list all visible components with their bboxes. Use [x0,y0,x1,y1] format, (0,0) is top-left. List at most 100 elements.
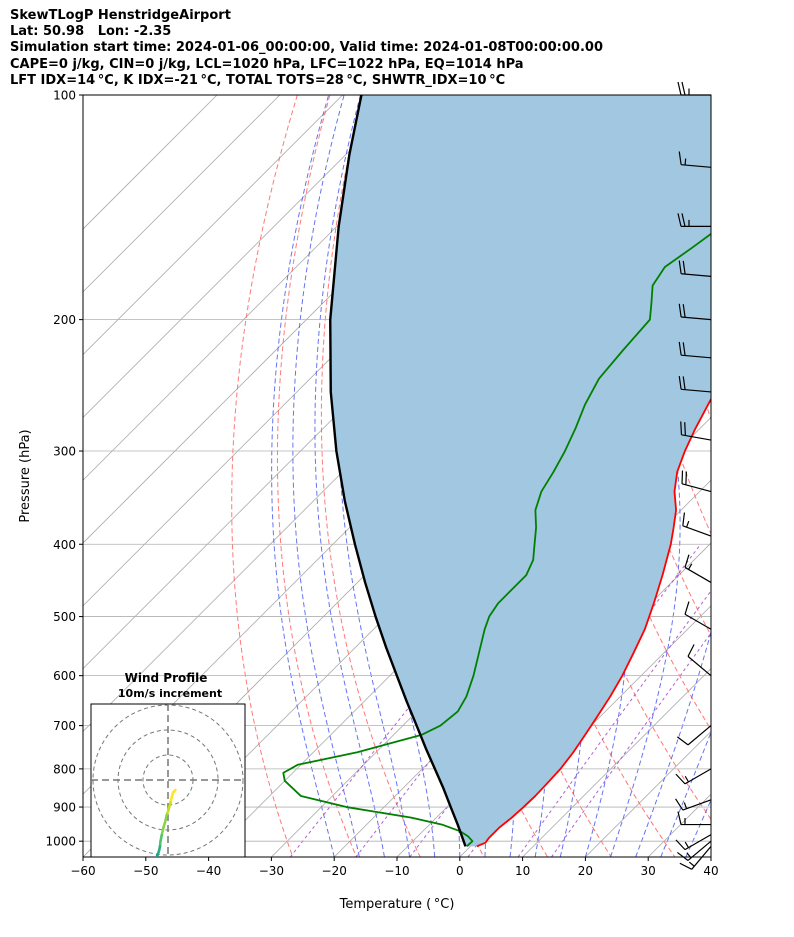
stability-indices-1: CAPE=0 j/kg, CIN=0 j/kg, LCL=1020 hPa, L… [10,56,524,72]
wind-barb-staff [682,799,712,811]
x-tick-label: 40 [703,864,718,878]
x-tick-label: 20 [578,864,593,878]
wind-barb-staff [687,840,712,861]
y-tick-label: 500 [53,610,76,624]
wind-barb-staff [681,434,712,441]
wind-barb-staff [681,316,712,321]
location-coordinates: Lat: 50.98 Lon: -2.35 [10,24,172,40]
wind-barb-staff [684,768,712,785]
wind-barb [675,834,712,851]
dry-adiabat-line [785,95,794,857]
wind-barb [677,840,712,861]
wind-barb-staff [681,164,712,168]
x-tick-label: −60 [70,864,95,878]
wind-barb [675,768,712,785]
wind-barb-flag [687,644,695,657]
wind-barb [678,341,712,359]
wind-barb [678,151,712,168]
wind-barbs [675,81,712,870]
wind-barb-flag [682,260,686,275]
x-tick-label: −20 [322,864,347,878]
wind-barb-staff [687,655,712,677]
wind-barb-flag [678,260,682,274]
wind-profile-inset: Wind Profile 10m/s increment [90,671,246,871]
mixing-ratio-line [517,590,711,857]
hodograph-segment [160,869,163,871]
wind-barb [677,725,712,746]
wind-barb-flag [675,773,686,785]
wind-barb-half-flag [687,563,693,570]
temperature-line [476,397,711,848]
x-tick-label: 30 [641,864,656,878]
dry-adiabat-line [553,95,711,731]
moist-adiabat-line [292,95,360,857]
wind-barb-flag [682,304,686,318]
wind-barb-flag [684,422,686,436]
y-tick-label: 900 [53,801,76,815]
y-tick-label: 600 [53,669,76,683]
moist-adiabat-line [314,95,385,857]
inset-subtitle: 10m/s increment [118,687,222,700]
dry-adiabat-line [231,95,298,857]
simulation-times: Simulation start time: 2024-01-06_00:00:… [10,40,603,56]
wind-barb [677,81,711,96]
wind-barb-half-flag [684,158,687,166]
wind-barb-flag [682,376,686,390]
wind-barb-flag [682,512,686,526]
y-tick-label: 200 [53,313,76,327]
moist-adiabat-line [271,95,335,857]
x-tick-label: −40 [196,864,221,878]
wind-barb-flag [684,554,690,568]
wind-barb-staff [681,354,712,359]
wind-barb-staff [684,834,712,851]
wind-barb [678,260,712,277]
cin-shade [330,95,711,847]
wind-barb-flag [675,798,684,811]
y-tick-label: 300 [53,445,76,459]
y-tick-label: 1000 [45,835,76,849]
moist-adiabat-line [685,798,711,857]
wind-barb-staff [681,483,712,493]
wind-barb [684,601,712,630]
wind-barb [682,512,712,537]
x-tick-label: 10 [515,864,530,878]
wind-barb-flag [677,213,682,227]
dry-adiabat-line [753,95,794,857]
wind-barb-staff [691,845,712,870]
wind-barb-half-flag [683,802,688,809]
isotherm-line [710,856,711,857]
isotherm-line [83,95,343,356]
wind-barb-flag [678,151,682,165]
chart-title: SkewTLogP HenstridgeAirport [10,8,231,23]
wind-barb-half-flag [686,520,690,528]
wind-barb [678,303,712,321]
wind-barb-flag [675,839,686,851]
dry-adiabat-line [720,95,794,857]
wind-barb-staff [684,613,712,630]
x-tick-label: 0 [456,864,464,878]
wind-barb-flag [679,862,692,870]
isotherm-line [83,95,406,418]
isotherm-line [83,95,218,230]
x-tick-label: −10 [384,864,409,878]
wind-barb [684,554,712,583]
x-tick-label: −30 [259,864,284,878]
moist-adiabat-line [660,730,711,857]
wind-barb-flag [677,81,682,96]
dewpoint-line [282,232,711,848]
hodograph [91,704,245,871]
hodograph-segment [155,856,158,857]
wind-barb [680,421,712,441]
wind-barb-flag [680,421,683,435]
chart-header: SkewTLogP HenstridgeAirport Lat: 50.98 L… [10,8,603,89]
wind-barb-flag [682,342,686,356]
wind-barb [677,811,711,826]
wind-barb-flag [681,81,686,96]
hodograph-segment [155,853,159,857]
wind-barb-flag [677,811,682,825]
wind-barb [677,213,711,227]
cin-shaded-area [330,95,711,847]
y-axis-label: Pressure (hPa) [18,429,33,522]
y-tick-label: 700 [53,719,76,733]
